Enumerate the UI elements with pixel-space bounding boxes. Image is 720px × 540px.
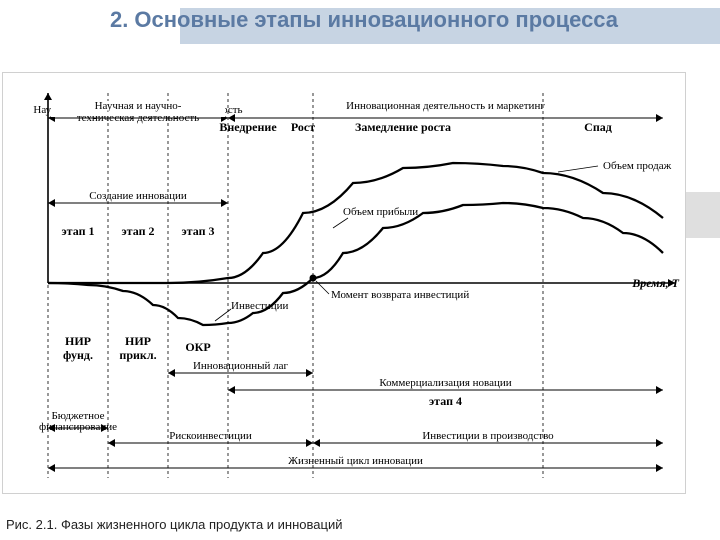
svg-text:Внедрение: Внедрение [219,120,277,134]
svg-text:НИР: НИР [65,334,91,348]
svg-text:фунд.: фунд. [63,348,93,362]
svg-text:Научная и научно-: Научная и научно- [95,100,182,112]
svg-text:Инновационный лаг: Инновационный лаг [193,360,289,372]
svg-text:финансирование: финансирование [39,421,117,433]
svg-text:Создание инновации: Создание инновации [89,190,187,202]
svg-text:Рост: Рост [291,120,315,134]
svg-text:Момент возврата инвестиций: Момент возврата инвестиций [331,289,469,301]
diagram: Время, T Научная и научно-техническая дея… [2,72,686,494]
svg-text:этап 4: этап 4 [429,394,462,408]
svg-text:Жизненный цикл инновации: Жизненный цикл инновации [288,455,423,467]
svg-text:Инвестиции в производство: Инвестиции в производство [422,430,554,442]
side-accent [684,192,720,238]
title-bar: 2. Основные этапы инновационного процесс… [0,0,720,70]
svg-text:Рискоинвестиции: Рискоинвестиции [169,430,252,442]
svg-text:НИР: НИР [125,334,151,348]
svg-text:этап 2: этап 2 [122,224,155,238]
svg-text:Инвестиции: Инвестиции [231,300,288,312]
svg-text:этап 1: этап 1 [62,224,95,238]
svg-text:прикл.: прикл. [119,348,156,362]
svg-text:Инновационная деятельность и м: Инновационная деятельность и маркетинг [346,100,545,112]
svg-text:Объем продаж: Объем продаж [603,160,672,172]
svg-text:Замедление роста: Замедление роста [355,120,451,134]
page-title: 2. Основные этапы инновационного процесс… [34,6,694,34]
svg-text:техническая деятельность: техническая деятельность [77,112,199,124]
svg-text:Спад: Спад [584,120,612,134]
svg-text:ОКР: ОКР [185,340,210,354]
figure-caption: Рис. 2.1. Фазы жизненного цикла продукта… [6,517,342,532]
svg-text:Коммерциализация новации: Коммерциализация новации [379,377,511,389]
svg-text:этап 3: этап 3 [182,224,215,238]
lifecycle-chart: Время, T Научная и научно-техническая дея… [3,73,685,493]
svg-text:Время, T: Время, T [631,276,679,290]
svg-text:Объем прибыли: Объем прибыли [343,206,418,218]
